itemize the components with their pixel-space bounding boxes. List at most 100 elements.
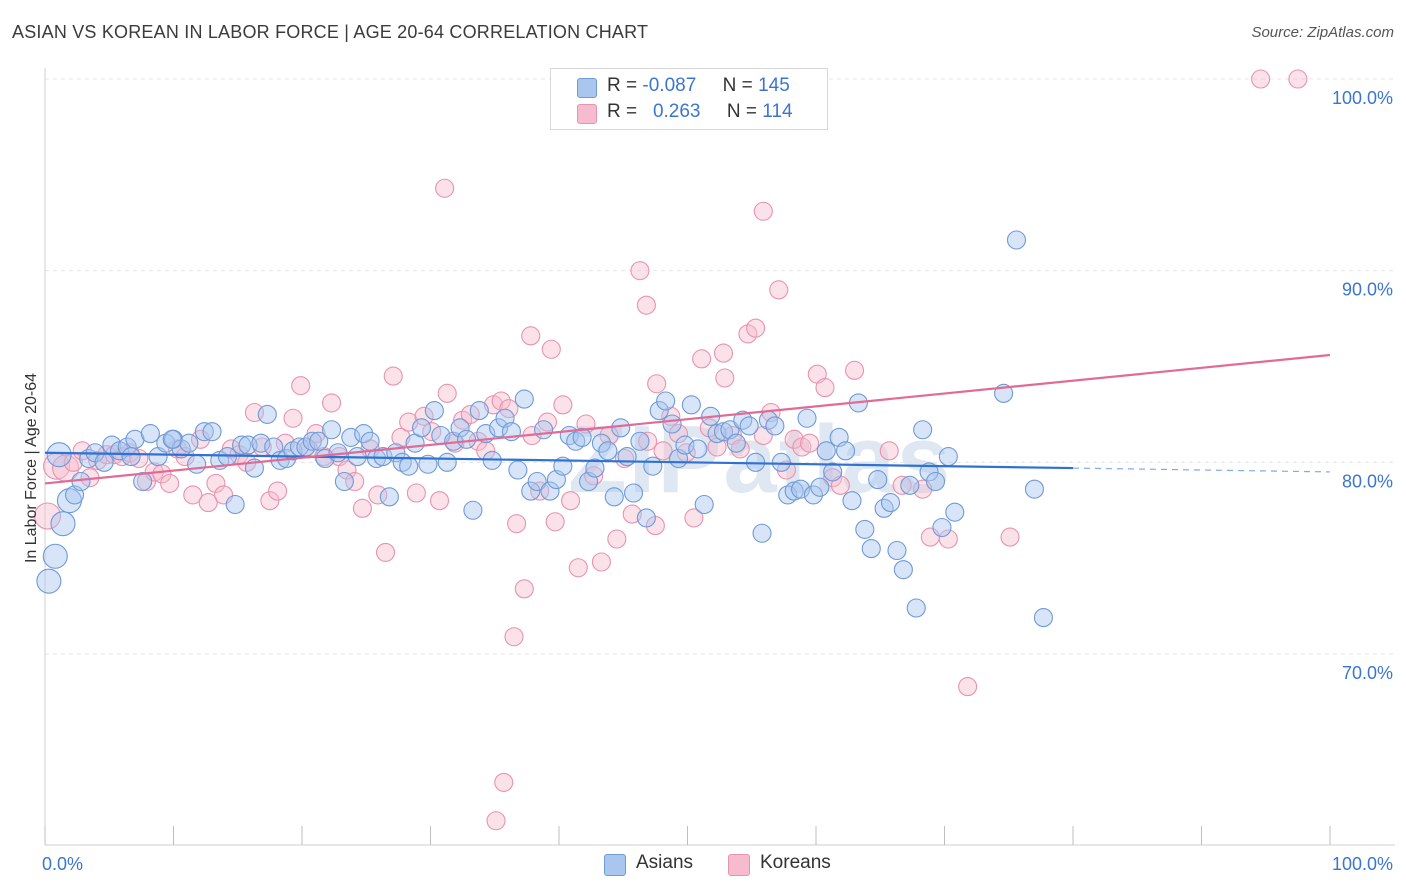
korean-point xyxy=(553,395,573,415)
korean-point xyxy=(437,383,457,403)
asian-point xyxy=(411,418,432,438)
korean-point xyxy=(322,393,342,413)
asian-point xyxy=(810,477,830,497)
asian-point xyxy=(623,483,644,503)
asian-point xyxy=(803,485,823,505)
korean-point xyxy=(653,441,673,461)
trend-lines xyxy=(44,353,1331,485)
asian-point xyxy=(636,508,656,528)
korean-point xyxy=(268,481,288,501)
y-tick-label: 70.0% xyxy=(1342,663,1393,683)
asian-point xyxy=(938,447,958,467)
korean-point xyxy=(753,201,773,221)
source-credit: Source: ZipAtlas.com xyxy=(1251,24,1394,41)
asian-point xyxy=(765,416,785,436)
asian-point xyxy=(656,391,676,411)
korean-point xyxy=(684,508,704,528)
tick-labels: 70.0% 80.0% 90.0% 100.0% 0.0% 100.0% xyxy=(42,88,1393,874)
x-tick-label: 0.0% xyxy=(42,854,83,874)
asian-point xyxy=(341,427,361,447)
asian-point xyxy=(752,523,772,543)
asian-point xyxy=(861,539,881,559)
asian-point xyxy=(36,568,62,594)
asian-point xyxy=(322,420,342,440)
asian-point xyxy=(1006,230,1027,250)
y-tick-label: 100.0% xyxy=(1332,88,1393,108)
asian-point xyxy=(816,441,836,461)
korean-point xyxy=(453,410,473,430)
korean-point xyxy=(591,552,611,572)
x-tick-label: 100.0% xyxy=(1332,854,1393,874)
korean-point xyxy=(521,326,541,346)
korean-point xyxy=(414,406,434,426)
korean-point xyxy=(607,529,627,549)
legend-n-value: 114 xyxy=(762,101,793,122)
asian-point xyxy=(117,437,137,457)
asian-point xyxy=(681,395,701,415)
asian-point xyxy=(225,494,245,515)
korean-point xyxy=(892,475,912,495)
korean-point xyxy=(206,473,226,493)
korean-point xyxy=(668,424,689,444)
korean-point xyxy=(692,349,712,369)
asian-point xyxy=(202,422,222,442)
asians-swatch xyxy=(577,78,597,98)
korean-point xyxy=(337,460,357,480)
asian-point xyxy=(162,429,182,449)
asian-point xyxy=(906,598,926,618)
asian-point xyxy=(456,429,477,449)
korean-point xyxy=(541,339,561,359)
koreans-legend-label: Koreans xyxy=(760,852,831,873)
korean-point xyxy=(636,295,656,315)
asian-point xyxy=(194,422,214,442)
korean-point xyxy=(291,376,311,396)
korean-point xyxy=(715,368,735,388)
asian-point xyxy=(450,418,470,438)
asian-point xyxy=(823,462,843,482)
asian-point xyxy=(932,517,952,538)
korean-point xyxy=(1000,527,1020,547)
asian-point xyxy=(334,471,354,492)
asian-point xyxy=(893,560,913,580)
asian-point xyxy=(1033,608,1053,628)
korean-point xyxy=(375,542,396,562)
asian-point xyxy=(121,447,141,467)
asian-point xyxy=(688,439,708,459)
y-axis-label: In Labor Force | Age 20-64 xyxy=(23,373,40,563)
asian-point xyxy=(553,456,573,476)
asian-point xyxy=(739,416,759,436)
korean-point xyxy=(275,433,295,453)
asian-point xyxy=(836,441,856,461)
asian-point xyxy=(887,540,907,561)
koreans-legend-swatch xyxy=(728,854,750,876)
asians-trend-line xyxy=(44,451,1074,470)
asian-point xyxy=(919,462,939,482)
asian-point xyxy=(797,408,817,428)
asian-point xyxy=(50,511,76,537)
asians-points xyxy=(36,230,1053,628)
y-tick-label: 80.0% xyxy=(1342,471,1393,491)
asian-point xyxy=(694,494,714,515)
korean-point xyxy=(879,441,899,461)
legend-r-value: -0.087 xyxy=(642,75,697,96)
asian-point xyxy=(521,481,541,501)
asian-point xyxy=(187,454,207,474)
korean-point xyxy=(958,677,978,697)
asian-point xyxy=(133,471,153,492)
asian-point xyxy=(46,442,72,468)
korean-point xyxy=(486,811,506,831)
korean-point xyxy=(638,431,658,451)
korean-point xyxy=(183,485,203,505)
legend-r-label: R = xyxy=(607,101,638,122)
asian-point xyxy=(649,401,669,421)
asian-point xyxy=(179,433,199,453)
korean-point xyxy=(815,378,835,398)
korean-point xyxy=(568,558,588,578)
korean-point xyxy=(938,529,958,549)
asian-point xyxy=(232,435,252,455)
korean-point xyxy=(514,579,534,599)
korean-point xyxy=(769,280,789,300)
asian-point xyxy=(360,431,380,451)
asian-point xyxy=(842,491,862,511)
